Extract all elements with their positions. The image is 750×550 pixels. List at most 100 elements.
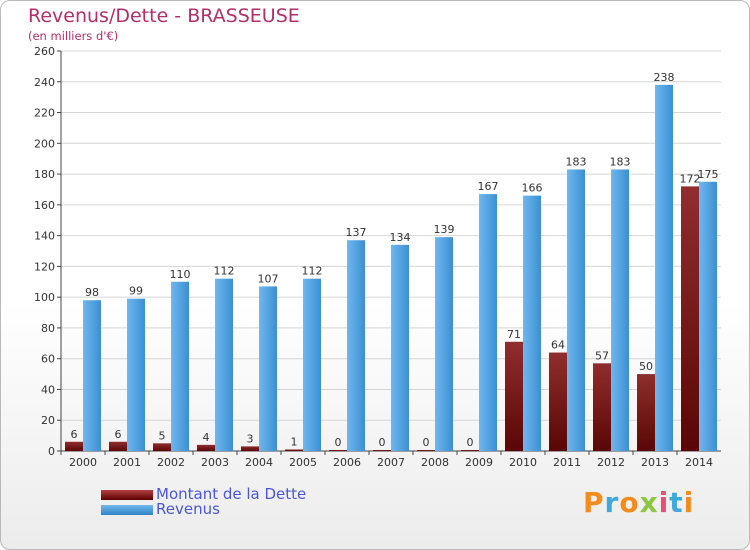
revenue-bar bbox=[699, 181, 717, 451]
x-tick-label: 2013 bbox=[641, 456, 669, 469]
x-tick-label: 2008 bbox=[421, 456, 449, 469]
y-tick-label: 0 bbox=[48, 445, 55, 458]
x-tick-label: 2009 bbox=[465, 456, 493, 469]
revenue-bar bbox=[259, 286, 277, 451]
x-tick-label: 2001 bbox=[113, 456, 141, 469]
bar-chart: 0204060801001201401601802002202402602000… bbox=[34, 45, 721, 469]
y-tick-label: 180 bbox=[34, 168, 55, 181]
debt-bar bbox=[417, 450, 435, 451]
legend-label-debt: Montant de la Dette bbox=[156, 485, 307, 503]
revenue-value-label: 166 bbox=[522, 182, 543, 195]
logo-letter: t bbox=[669, 486, 684, 519]
revenue-bar bbox=[479, 194, 497, 452]
debt-value-label: 71 bbox=[507, 328, 521, 341]
revenue-value-label: 112 bbox=[302, 265, 323, 278]
revenue-bar bbox=[611, 169, 629, 451]
revenue-value-label: 98 bbox=[85, 286, 99, 299]
x-tick-label: 2003 bbox=[201, 456, 229, 469]
proxiti-logo: Proxiti bbox=[583, 486, 694, 519]
y-tick-label: 20 bbox=[41, 414, 55, 427]
revenue-bar bbox=[127, 298, 145, 451]
debt-value-label: 57 bbox=[595, 349, 609, 362]
x-tick-label: 2012 bbox=[597, 456, 625, 469]
y-tick-label: 240 bbox=[34, 76, 55, 89]
logo-letter: o bbox=[619, 486, 640, 519]
revenue-value-label: 183 bbox=[610, 155, 631, 168]
revenue-value-label: 167 bbox=[478, 180, 499, 193]
revenue-bar bbox=[523, 195, 541, 451]
revenue-bar bbox=[567, 169, 585, 451]
debt-value-label: 0 bbox=[379, 436, 386, 449]
debt-value-label: 4 bbox=[203, 431, 210, 444]
y-tick-label: 40 bbox=[41, 383, 55, 396]
debt-bar bbox=[461, 450, 479, 451]
logo-letter: i bbox=[658, 486, 670, 519]
bars bbox=[65, 84, 717, 452]
debt-value-label: 5 bbox=[159, 429, 166, 442]
debt-value-label: 6 bbox=[115, 428, 122, 441]
y-tick-label: 220 bbox=[34, 107, 55, 120]
x-tick-label: 2000 bbox=[69, 456, 97, 469]
legend-swatch-debt bbox=[101, 490, 153, 500]
y-tick-label: 60 bbox=[41, 353, 55, 366]
data-labels: 6 98 6 99 5 110 4 112 3 107 1 112 0 137 0 134 0 139 0 167 71… bbox=[71, 71, 719, 449]
debt-bar bbox=[593, 363, 611, 451]
revenue-bar bbox=[303, 278, 321, 451]
x-tick-label: 2014 bbox=[685, 456, 713, 469]
y-tick-label: 260 bbox=[34, 45, 55, 58]
revenue-bar bbox=[655, 84, 673, 451]
chart-title: Revenus/Dette - BRASSEUSE bbox=[28, 5, 300, 27]
debt-bar bbox=[109, 441, 127, 451]
logo-letter: x bbox=[639, 486, 659, 519]
revenue-value-label: 99 bbox=[129, 285, 143, 298]
logo-letter: r bbox=[604, 486, 620, 519]
x-tick-label: 2006 bbox=[333, 456, 361, 469]
x-tick-label: 2010 bbox=[509, 456, 537, 469]
debt-bar bbox=[505, 341, 523, 451]
debt-value-label: 1 bbox=[291, 435, 298, 448]
y-tick-label: 200 bbox=[34, 137, 55, 150]
y-tick-label: 140 bbox=[34, 230, 55, 243]
debt-bar bbox=[637, 374, 655, 451]
x-tick-label: 2004 bbox=[245, 456, 273, 469]
logo-letter: i bbox=[683, 486, 695, 519]
revenue-value-label: 238 bbox=[654, 71, 675, 84]
debt-value-label: 50 bbox=[639, 360, 653, 373]
revenue-value-label: 107 bbox=[258, 272, 279, 285]
debt-value-label: 0 bbox=[423, 436, 430, 449]
revenue-value-label: 112 bbox=[214, 265, 235, 278]
revenue-bar bbox=[215, 278, 233, 451]
debt-bar bbox=[65, 441, 83, 451]
debt-value-label: 0 bbox=[335, 436, 342, 449]
y-tick-label: 80 bbox=[41, 322, 55, 335]
revenue-value-label: 139 bbox=[434, 223, 455, 236]
debt-value-label: 0 bbox=[467, 436, 474, 449]
debt-bar bbox=[153, 443, 171, 451]
debt-value-label: 6 bbox=[71, 428, 78, 441]
revenue-bar bbox=[83, 300, 101, 451]
debt-bar bbox=[549, 352, 567, 451]
revenue-bar bbox=[347, 240, 365, 451]
debt-bar bbox=[373, 450, 391, 451]
debt-value-label: 172 bbox=[680, 172, 701, 185]
y-tick-label: 120 bbox=[34, 260, 55, 273]
revenue-value-label: 110 bbox=[170, 268, 191, 281]
revenue-bar bbox=[171, 281, 189, 451]
revenue-value-label: 175 bbox=[698, 168, 719, 181]
revenue-bar bbox=[435, 237, 453, 451]
debt-value-label: 64 bbox=[551, 339, 565, 352]
revenue-value-label: 183 bbox=[566, 155, 587, 168]
axes: 0204060801001201401601802002202402602000… bbox=[34, 45, 721, 469]
x-tick-label: 2002 bbox=[157, 456, 185, 469]
x-tick-label: 2007 bbox=[377, 456, 405, 469]
revenue-bar bbox=[391, 244, 409, 451]
x-tick-label: 2005 bbox=[289, 456, 317, 469]
debt-bar bbox=[285, 449, 303, 451]
revenue-value-label: 137 bbox=[346, 226, 367, 239]
logo-letter: P bbox=[583, 486, 605, 519]
debt-bar bbox=[197, 444, 215, 451]
debt-bar bbox=[329, 450, 347, 451]
revenue-value-label: 134 bbox=[390, 231, 411, 244]
y-tick-label: 100 bbox=[34, 291, 55, 304]
